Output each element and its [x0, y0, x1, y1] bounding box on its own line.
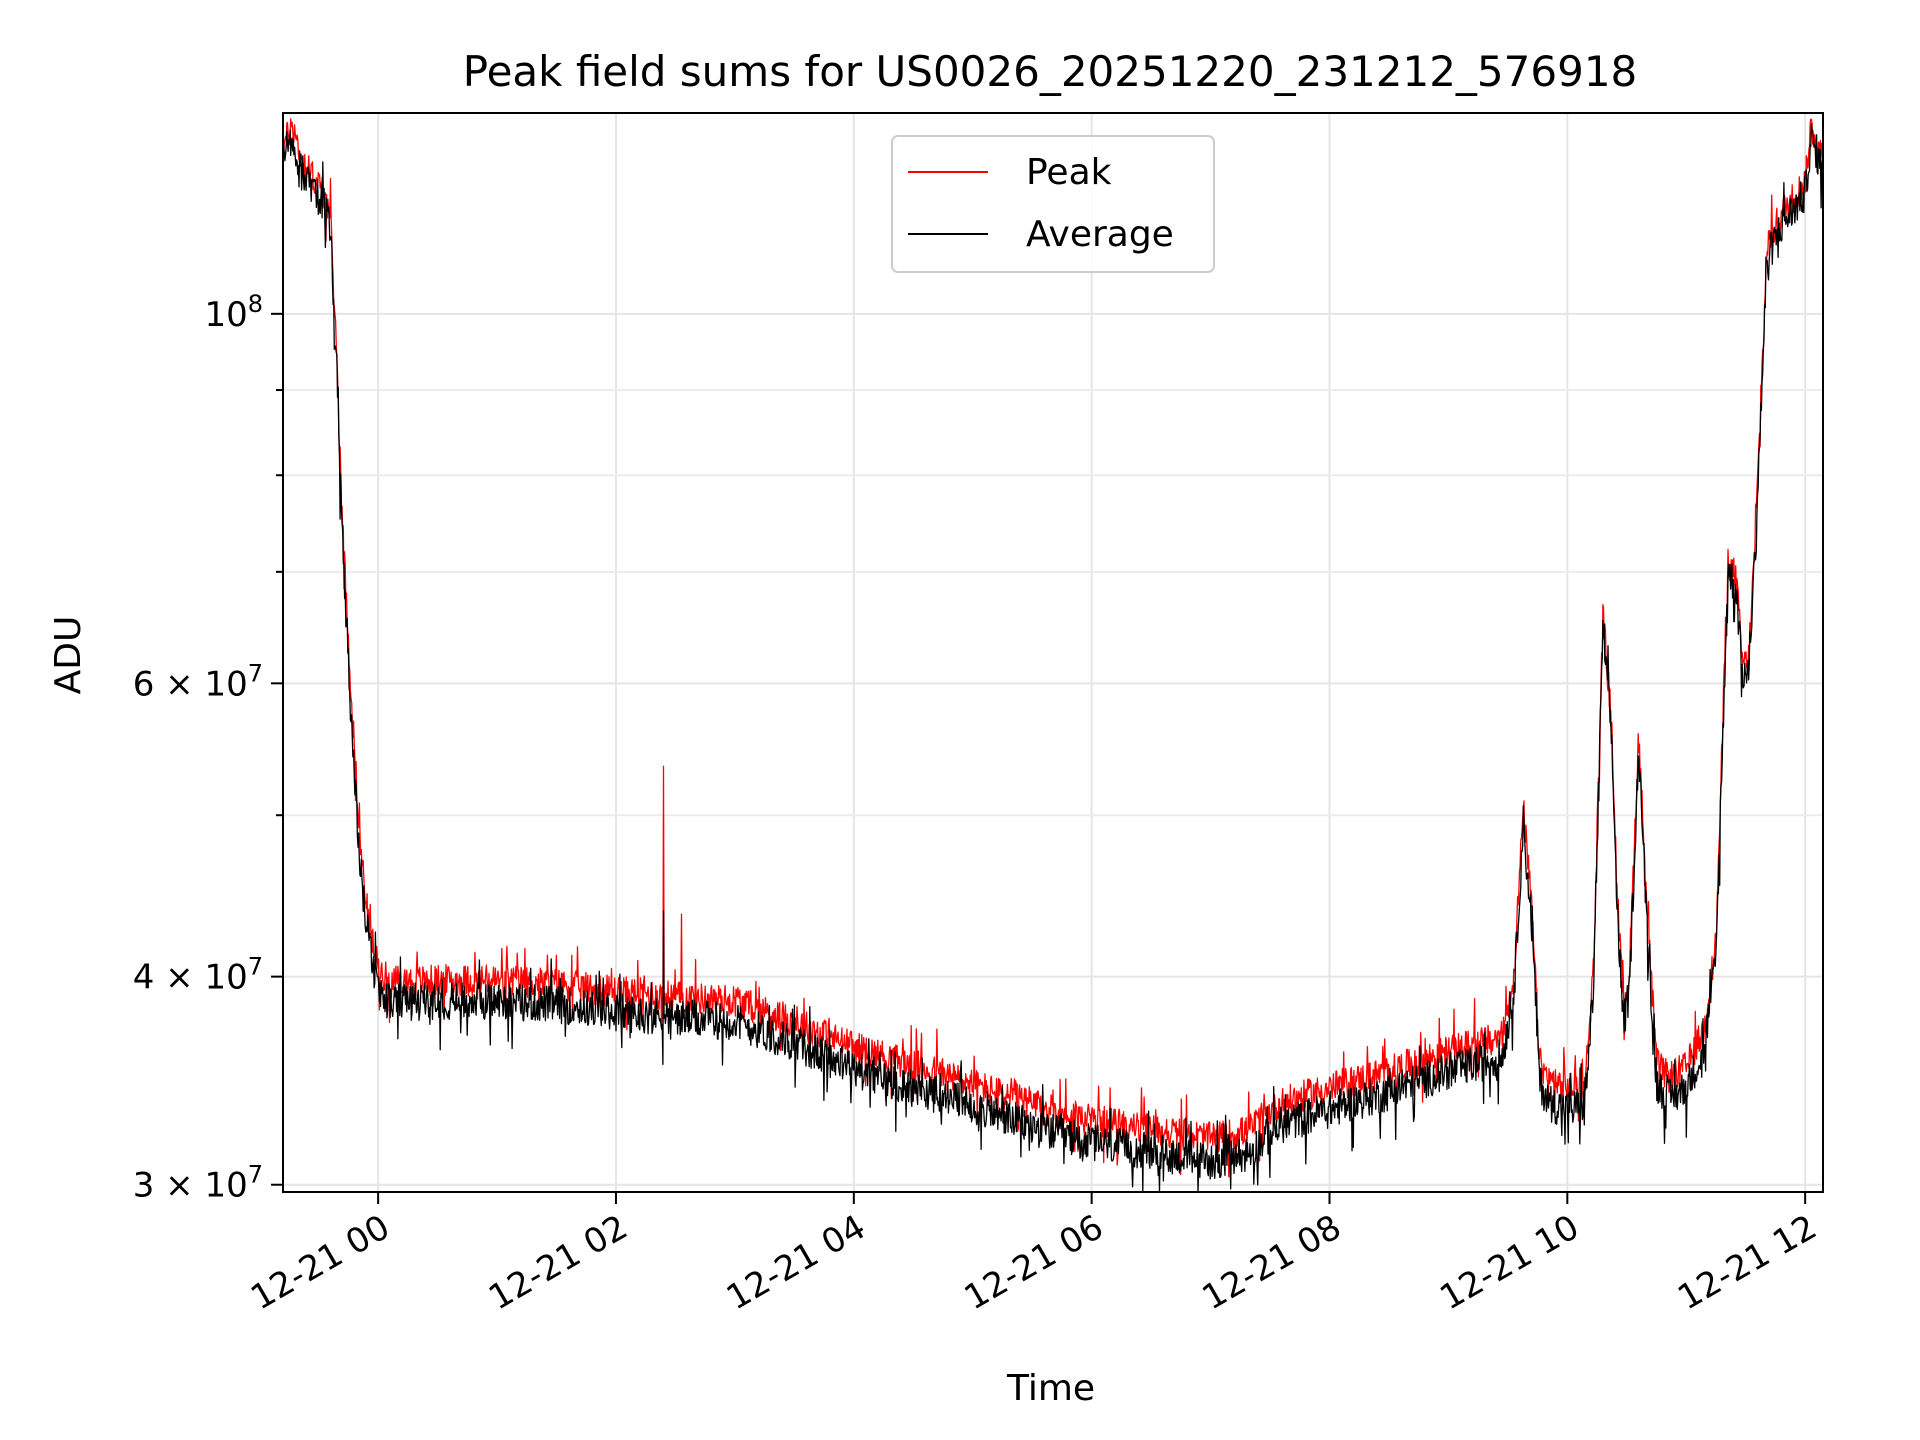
plot-frame — [282, 112, 1824, 1193]
y-tick-label-base: 3 × 10 — [133, 1166, 248, 1206]
y-tick-label-exponent: 8 — [248, 290, 263, 318]
legend: Peak Average — [891, 135, 1215, 273]
x-axis-label: Time — [1006, 1368, 1095, 1409]
series-line-average — [282, 123, 1824, 1193]
series-line-peak — [282, 118, 1824, 1178]
y-tick-label-exponent: 7 — [248, 659, 263, 687]
legend-peak-label: Peak — [1026, 152, 1112, 193]
y-tick-label-base: 4 × 10 — [133, 958, 248, 998]
y-tick-label: 108 — [204, 290, 263, 335]
y-tick-label-base: 6 × 10 — [133, 664, 248, 704]
y-tick-label-base: 10 — [204, 295, 247, 335]
y-tick-label-exponent: 7 — [248, 953, 263, 981]
y-tick-label-exponent: 7 — [248, 1161, 263, 1189]
y-axis-label: ADU — [48, 616, 89, 695]
y-tick-label: 3 × 107 — [133, 1161, 263, 1206]
y-tick-label: 6 × 107 — [133, 659, 263, 704]
legend-box — [891, 135, 1215, 273]
chart-title: Peak field sums for US0026_20251220_2312… — [463, 47, 1638, 96]
y-tick-label: 4 × 107 — [133, 953, 263, 998]
series-group — [282, 118, 1824, 1193]
legend-average-label: Average — [1026, 214, 1174, 255]
